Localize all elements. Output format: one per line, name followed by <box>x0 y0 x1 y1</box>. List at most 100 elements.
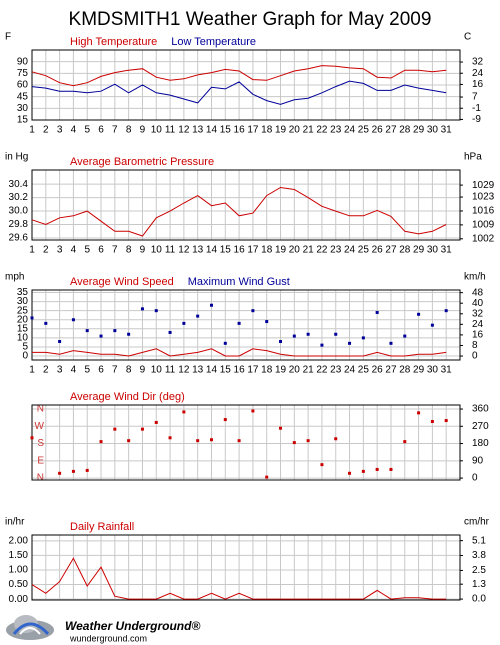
legend-label: Maximum Wind Gust <box>188 276 290 288</box>
point <box>182 321 186 325</box>
x-tick-label: 4 <box>71 125 77 136</box>
x-tick-label: 15 <box>220 365 232 376</box>
line <box>32 348 447 357</box>
point <box>320 463 324 467</box>
point <box>113 329 117 333</box>
x-tick-label: 4 <box>71 365 77 376</box>
x-tick-label: 29 <box>413 245 425 256</box>
y-tick-label: 30 <box>17 103 29 114</box>
point <box>292 441 296 445</box>
y2-tick-label: 24 <box>472 319 484 330</box>
x-tick-label: 10 <box>151 125 163 136</box>
point <box>430 323 434 327</box>
x-tick-label: 18 <box>261 245 273 256</box>
x-tick-label: 10 <box>151 245 163 256</box>
point <box>237 321 241 325</box>
y2-axis-label: km/h <box>464 272 486 283</box>
point <box>251 309 255 313</box>
x-tick-label: 8 <box>126 245 132 256</box>
point <box>71 469 75 473</box>
x-tick-label: 8 <box>126 125 132 136</box>
y2-tick-label: 270 <box>472 421 489 432</box>
x-tick-label: 7 <box>112 125 118 136</box>
y2-tick-label: 0.0 <box>472 594 486 605</box>
legend-label: Average Wind Dir (deg) <box>70 391 185 403</box>
plot-area <box>32 290 460 360</box>
x-tick-label: 12 <box>178 245 190 256</box>
x-tick-label: 31 <box>441 245 453 256</box>
y2-tick-label: 180 <box>472 438 489 449</box>
point <box>58 471 62 475</box>
y2-axis-label: C <box>464 32 471 43</box>
y-tick-label: 30.0 <box>9 206 29 217</box>
x-tick-label: 30 <box>427 365 439 376</box>
x-tick-label: 22 <box>316 245 328 256</box>
y2-tick-label: 1009 <box>472 220 495 231</box>
x-tick-label: 5 <box>84 245 90 256</box>
plot-border <box>31 404 461 481</box>
x-tick-label: 7 <box>112 245 118 256</box>
point <box>209 303 213 307</box>
y-tick-label: 30 <box>17 296 29 307</box>
y2-tick-label: 32 <box>472 57 484 68</box>
plot-area <box>32 405 460 480</box>
point <box>209 438 213 442</box>
brand: Weather Underground® <box>65 619 200 633</box>
x-tick-label: 31 <box>441 365 453 376</box>
point <box>196 314 200 318</box>
x-tick-label: 3 <box>57 125 63 136</box>
point <box>375 310 379 314</box>
y2-tick-label: 32 <box>472 308 484 319</box>
x-tick-label: 23 <box>330 245 342 256</box>
logo <box>6 615 54 640</box>
legend-label: Daily Rainfall <box>70 521 134 533</box>
x-tick-label: 23 <box>330 125 342 136</box>
x-tick-label: 9 <box>140 245 146 256</box>
y-tick-label: 45 <box>17 91 29 102</box>
x-tick-label: 19 <box>275 365 287 376</box>
point <box>44 321 48 325</box>
x-tick-label: 12 <box>178 125 190 136</box>
x-tick-label: 14 <box>206 245 218 256</box>
point <box>389 467 393 471</box>
x-tick-label: 11 <box>165 245 176 256</box>
x-tick-label: 3 <box>57 365 63 376</box>
y2-tick-label: 16 <box>472 79 484 90</box>
x-tick-label: 29 <box>413 125 425 136</box>
y-tick-label: N <box>37 404 44 415</box>
x-tick-label: 26 <box>372 245 384 256</box>
x-tick-label: 24 <box>344 125 356 136</box>
y2-tick-label: 7 <box>472 92 478 103</box>
point <box>265 320 269 324</box>
point <box>113 427 117 431</box>
x-tick-label: 20 <box>289 365 301 376</box>
x-tick-label: 4 <box>71 245 77 256</box>
point <box>348 471 352 475</box>
x-tick-label: 31 <box>441 125 453 136</box>
x-tick-label: 17 <box>247 125 259 136</box>
point <box>361 469 365 473</box>
y2-axis-label: cm/hr <box>464 517 490 528</box>
point <box>292 334 296 338</box>
x-tick-label: 6 <box>98 245 104 256</box>
point <box>168 330 172 334</box>
y-tick-label: 0.00 <box>9 594 29 605</box>
plot-border <box>31 49 461 121</box>
y-tick-label: 35 <box>17 287 29 298</box>
point <box>140 427 144 431</box>
y-tick-label: 29.8 <box>9 219 29 230</box>
x-tick-label: 27 <box>385 365 397 376</box>
point <box>279 426 283 430</box>
x-tick-label: 25 <box>358 365 370 376</box>
x-tick-label: 11 <box>165 365 176 376</box>
point <box>127 439 131 443</box>
y2-tick-label: 1023 <box>472 192 495 203</box>
y-tick-label: 60 <box>17 80 29 91</box>
y-tick-label: 29.6 <box>9 233 29 244</box>
x-tick-label: 29 <box>413 365 425 376</box>
point <box>140 307 144 311</box>
point <box>237 439 241 443</box>
point <box>85 329 89 333</box>
y-tick-label: W <box>35 421 45 432</box>
